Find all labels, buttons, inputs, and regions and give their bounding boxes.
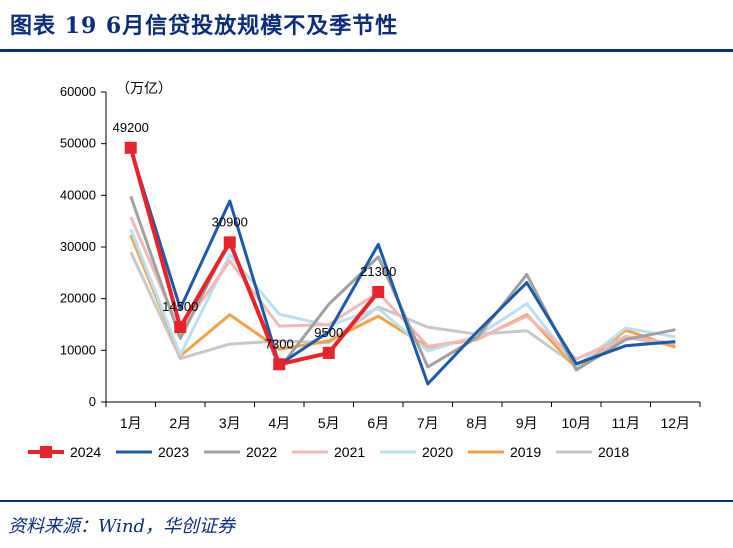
x-tick-label: 5月	[318, 415, 340, 431]
data-label: 14500	[162, 299, 198, 314]
y-tick-label: 10000	[60, 342, 96, 357]
figure-header: 图表 19 6月信贷投放规模不及季节性	[0, 0, 733, 44]
series-point-2024	[124, 141, 137, 154]
x-tick-label: 6月	[367, 415, 389, 431]
legend-label-2021: 2021	[334, 444, 365, 460]
unit-label: （万亿）	[116, 80, 172, 96]
x-tick-label: 3月	[219, 415, 241, 431]
x-tick-label: 9月	[516, 415, 538, 431]
x-tick-label: 10月	[561, 415, 591, 431]
legend-label-2019: 2019	[510, 444, 541, 460]
data-label: 7300	[265, 336, 294, 351]
x-tick-label: 1月	[120, 415, 142, 431]
source-note: 资料来源：Wind，华创证券	[8, 516, 236, 537]
series-line-2023	[129, 148, 676, 386]
chart-axes: 0 10000 20000 30000 40000 50000 60000 1月 2月 3月 4月 5…	[60, 80, 701, 431]
series-line-2020	[129, 228, 676, 368]
title-divider	[0, 49, 733, 52]
series-point-2024	[273, 358, 286, 371]
y-tick-label: 30000	[60, 239, 96, 254]
y-tick-label: 20000	[60, 291, 96, 306]
source-divider	[0, 500, 733, 502]
y-tick-label: 50000	[60, 136, 96, 151]
chart-legend: 2024 2023 2022 2021 2020 2019 2018	[28, 444, 629, 460]
y-tick-label: 60000	[60, 84, 96, 99]
legend-label-2020: 2020	[422, 444, 453, 460]
legend-marker-2024	[40, 446, 52, 458]
legend-label-2018: 2018	[598, 444, 629, 460]
data-label: 30900	[212, 214, 248, 229]
x-tick-label: 8月	[466, 415, 488, 431]
x-tick-label: 7月	[417, 415, 439, 431]
data-labels-layer: 49200 14500 30900 7300 9500 21300	[113, 120, 397, 351]
x-tick-label: 12月	[660, 415, 690, 431]
data-label: 49200	[113, 120, 149, 135]
y-tick-label: 0	[89, 394, 96, 409]
data-label: 9500	[314, 325, 343, 340]
series-point-2024	[322, 346, 335, 359]
figure-title: 图表 19 6月信贷投放规模不及季节性	[10, 13, 399, 39]
x-tick-label: 4月	[268, 415, 290, 431]
series-point-2024	[372, 285, 385, 298]
series-point-2024	[223, 236, 236, 249]
line-chart: 0 10000 20000 30000 40000 50000 60000 1月 2月 3月 4月 5…	[28, 80, 701, 460]
legend-label-2023: 2023	[158, 444, 189, 460]
legend-label-2024: 2024	[70, 444, 101, 460]
x-tick-label: 2月	[169, 415, 191, 431]
y-tick-label: 40000	[60, 187, 96, 202]
x-tick-label: 11月	[611, 415, 640, 431]
chart-container: 0 10000 20000 30000 40000 50000 60000 1月 2月 3月 4月 5…	[0, 52, 733, 492]
legend-label-2022: 2022	[246, 444, 277, 460]
series-layer	[124, 141, 676, 386]
series-line-2024	[128, 147, 380, 367]
series-point-2024	[174, 321, 187, 334]
data-label: 21300	[360, 264, 396, 279]
series-line-2021	[129, 216, 676, 361]
